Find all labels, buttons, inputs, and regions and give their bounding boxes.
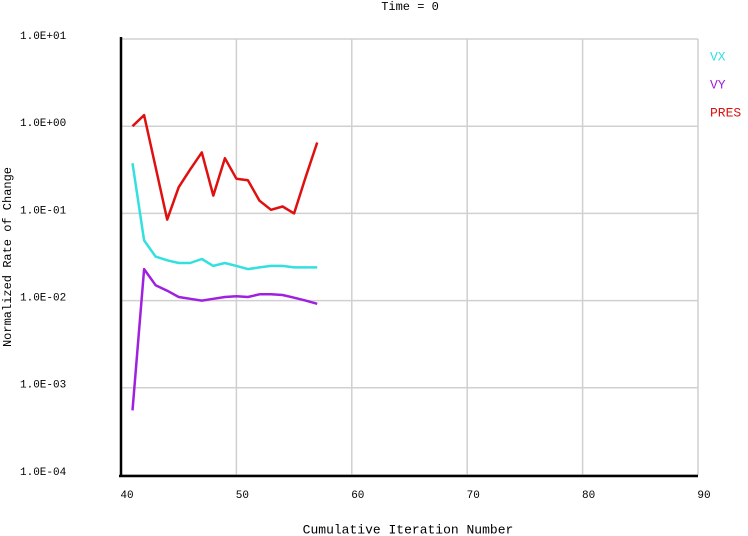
x-tick-label: 90: [697, 490, 710, 502]
y-tick-label: 1.0E-04: [20, 467, 67, 479]
y-tick-label: 1.0E-01: [20, 205, 67, 217]
chart-title: Time = 0: [381, 0, 439, 14]
x-tick-label: 80: [582, 490, 595, 502]
legend-entry: PRES: [710, 105, 741, 120]
y-tick-label: 1.0E-02: [20, 293, 66, 305]
plot: [131, 113, 319, 411]
x-tick-label: 70: [467, 490, 480, 502]
y-tick-label: 1.0E-03: [20, 380, 66, 392]
x-axis-title: Cumulative Iteration Number: [303, 522, 514, 536]
y-tick-label: 1.0E+01: [20, 31, 67, 43]
x-tick-label: 60: [351, 490, 364, 502]
legend-entry: VY: [710, 77, 726, 92]
legend-entry: VX: [710, 49, 726, 64]
series-line: [131, 267, 318, 411]
series-line: [131, 113, 319, 221]
series-line: [131, 163, 318, 271]
grid: [120, 38, 699, 476]
x-tick-label: 40: [120, 490, 133, 502]
x-tick-label: 50: [236, 490, 249, 502]
y-axis-title: Normalized Rate of Change: [1, 167, 15, 347]
y-tick-label: 1.0E+00: [20, 118, 66, 130]
